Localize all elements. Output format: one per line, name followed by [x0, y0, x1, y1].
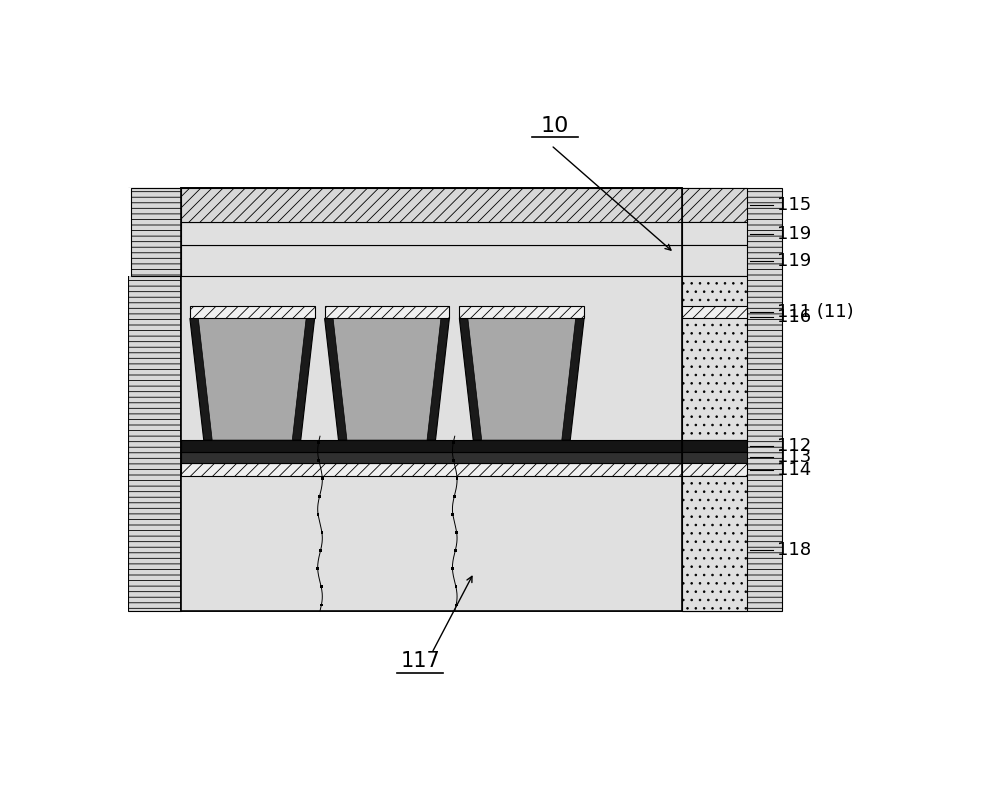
Polygon shape [190, 319, 315, 440]
Bar [455, 586, 457, 588]
Text: 114: 114 [777, 461, 811, 479]
Bar [451, 513, 454, 516]
Text: 115: 115 [777, 196, 811, 214]
Bar [131, 188, 181, 276]
Polygon shape [468, 319, 576, 440]
Text: 113: 113 [777, 448, 811, 467]
Text: 112: 112 [777, 437, 811, 455]
Bar [682, 188, 747, 222]
Polygon shape [325, 306, 449, 319]
Bar [321, 477, 324, 480]
Bar [181, 463, 682, 476]
Bar [181, 188, 682, 611]
Bar [320, 586, 323, 588]
Bar [181, 451, 682, 463]
Bar [128, 188, 181, 276]
Text: 118: 118 [777, 542, 811, 559]
Bar [317, 441, 320, 443]
Text: 116: 116 [777, 308, 811, 326]
Bar [181, 476, 682, 611]
Bar [317, 459, 320, 462]
Bar [453, 495, 456, 498]
Bar [452, 441, 455, 443]
Bar [321, 531, 323, 534]
Bar [682, 463, 747, 476]
Bar [682, 188, 782, 611]
Polygon shape [190, 306, 315, 319]
Bar [451, 567, 454, 570]
Bar [181, 276, 682, 440]
Bar [454, 550, 457, 552]
Bar [128, 188, 181, 611]
Bar [682, 245, 747, 276]
Text: 119: 119 [777, 225, 811, 243]
Text: 117: 117 [400, 651, 440, 671]
Bar [318, 495, 321, 498]
Bar [682, 276, 747, 440]
Bar [181, 476, 682, 611]
Bar [181, 222, 682, 245]
Bar [682, 476, 747, 611]
Bar [317, 513, 319, 516]
Polygon shape [459, 306, 584, 319]
Polygon shape [325, 319, 449, 440]
Bar [682, 440, 747, 451]
Bar [316, 567, 319, 570]
Bar [682, 451, 747, 463]
Text: 111 (11): 111 (11) [777, 304, 853, 321]
Bar [319, 550, 322, 552]
Text: 10: 10 [541, 116, 569, 136]
Bar [181, 440, 682, 451]
Bar [181, 188, 682, 611]
Bar [181, 245, 682, 276]
Polygon shape [198, 319, 306, 440]
Text: 119: 119 [777, 252, 811, 269]
Bar [455, 603, 458, 606]
Bar [682, 222, 747, 245]
Bar [320, 603, 323, 606]
Bar [682, 306, 747, 319]
Bar [181, 188, 682, 222]
Bar [456, 477, 458, 480]
Bar [452, 459, 455, 462]
Bar [455, 531, 458, 534]
Polygon shape [333, 319, 441, 440]
Polygon shape [459, 319, 584, 440]
